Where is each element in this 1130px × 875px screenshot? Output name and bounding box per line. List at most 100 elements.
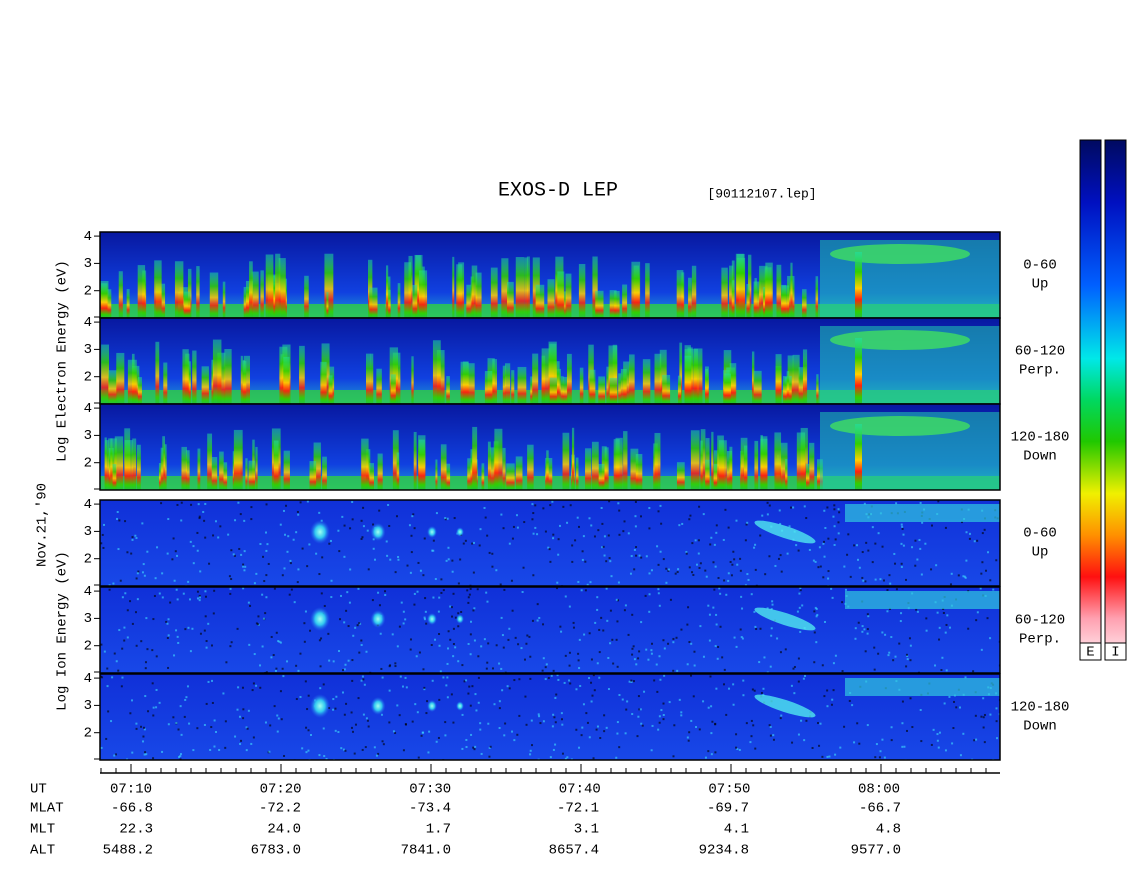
- noise: [113, 754, 116, 757]
- noise: [240, 553, 243, 556]
- noise: [658, 715, 661, 718]
- noise: [936, 739, 939, 742]
- noise: [343, 668, 346, 671]
- burst: [815, 276, 819, 318]
- noise: [281, 574, 284, 577]
- burst: [802, 349, 808, 404]
- noise: [161, 596, 164, 599]
- noise: [485, 591, 488, 594]
- noise: [740, 595, 743, 598]
- noise: [722, 538, 725, 541]
- noise: [321, 556, 324, 559]
- noise: [600, 616, 603, 619]
- burst: [116, 352, 125, 404]
- noise: [416, 590, 419, 593]
- noise: [618, 533, 621, 536]
- date-label: Nov.21,'90: [35, 483, 51, 567]
- burst: [547, 279, 555, 318]
- noise: [529, 749, 532, 752]
- noise: [423, 688, 426, 691]
- noise: [131, 536, 134, 539]
- noise: [585, 712, 588, 715]
- noise: [500, 616, 503, 619]
- noise: [121, 676, 124, 679]
- burst: [677, 375, 682, 404]
- noise: [279, 523, 282, 526]
- noise: [955, 706, 958, 709]
- noise: [853, 544, 856, 547]
- burst: [798, 367, 806, 404]
- noise: [116, 511, 119, 514]
- noise: [747, 578, 750, 581]
- ephemeris-value: -66.8: [111, 801, 153, 817]
- noise: [187, 580, 190, 583]
- noise: [256, 623, 259, 626]
- noise: [286, 550, 289, 553]
- noise: [408, 524, 411, 527]
- noise: [959, 754, 962, 757]
- noise: [660, 709, 663, 712]
- noise: [513, 679, 516, 682]
- noise: [123, 626, 126, 629]
- noise: [338, 550, 341, 553]
- noise: [101, 533, 104, 536]
- noise: [166, 622, 169, 625]
- y-tick-label: 2: [84, 369, 92, 385]
- noise: [257, 615, 260, 618]
- noise: [469, 653, 472, 656]
- noise: [297, 568, 300, 571]
- noise: [473, 748, 476, 751]
- noise: [818, 546, 821, 549]
- noise: [759, 534, 762, 537]
- noise: [227, 533, 230, 536]
- noise: [714, 722, 717, 725]
- noise: [582, 535, 585, 538]
- noise: [396, 645, 399, 648]
- ion-band: [845, 678, 1000, 696]
- noise: [871, 526, 874, 529]
- y-tick-label: 3: [84, 698, 92, 714]
- noise: [749, 741, 752, 744]
- burst: [207, 433, 213, 490]
- burst: [432, 340, 441, 404]
- noise: [560, 712, 563, 715]
- noise: [753, 610, 756, 613]
- noise: [413, 603, 416, 606]
- noise: [357, 587, 360, 590]
- noise: [442, 589, 445, 592]
- noise: [173, 654, 176, 657]
- noise: [953, 700, 956, 703]
- noise: [399, 675, 402, 678]
- noise: [499, 583, 502, 586]
- ephemeris-value: 07:20: [260, 782, 302, 798]
- noise: [901, 700, 904, 703]
- noise: [906, 729, 909, 732]
- noise: [650, 569, 653, 572]
- noise: [131, 538, 134, 541]
- noise: [242, 717, 245, 720]
- noise: [513, 739, 516, 742]
- noise: [243, 569, 246, 572]
- noise: [432, 549, 435, 552]
- noise: [676, 571, 679, 574]
- noise: [360, 679, 363, 682]
- noise: [833, 508, 836, 511]
- noise: [935, 564, 938, 567]
- noise: [192, 562, 195, 565]
- burst: [265, 254, 274, 318]
- noise: [483, 506, 486, 509]
- burst: [507, 281, 514, 318]
- noise: [534, 504, 537, 507]
- noise: [229, 592, 232, 595]
- noise: [124, 592, 127, 595]
- noise: [996, 737, 999, 740]
- burst: [377, 453, 383, 490]
- burst: [197, 448, 201, 490]
- burst: [809, 442, 815, 490]
- noise: [637, 715, 640, 718]
- noise: [283, 754, 286, 757]
- noise: [251, 689, 254, 692]
- noise: [828, 755, 831, 758]
- noise: [919, 709, 922, 712]
- noise: [166, 552, 169, 555]
